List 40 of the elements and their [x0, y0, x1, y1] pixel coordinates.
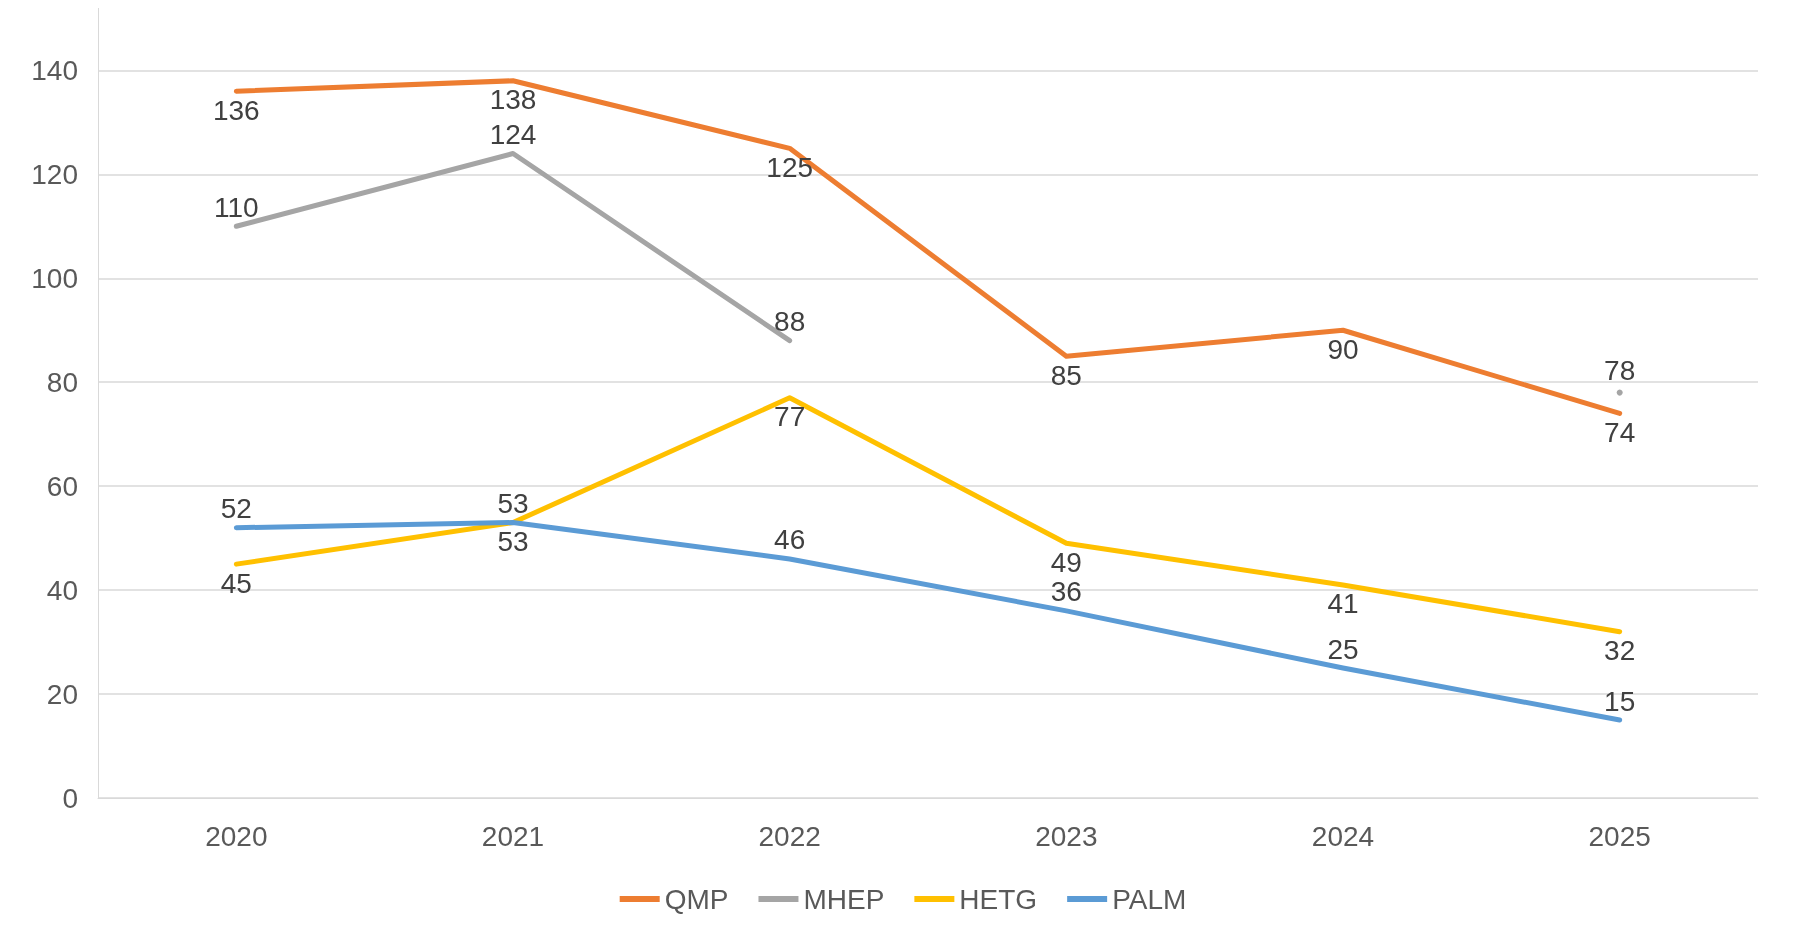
- x-tick-label: 2025: [1588, 820, 1651, 852]
- x-tick-label: 2020: [205, 820, 268, 852]
- data-label: 32: [1604, 635, 1636, 667]
- data-label: 124: [489, 119, 537, 151]
- x-tick-label: 2024: [1311, 820, 1375, 852]
- data-label: 90: [1327, 333, 1359, 365]
- data-label: 136: [212, 94, 260, 126]
- legend-label: PALM: [1112, 883, 1187, 915]
- data-label: 52: [220, 493, 252, 525]
- data-label: 25: [1327, 633, 1359, 665]
- y-tick-label: 80: [46, 366, 78, 398]
- data-label: 53: [497, 488, 529, 520]
- legend-label: QMP: [664, 883, 729, 915]
- data-label: 46: [774, 524, 806, 556]
- data-label: 53: [497, 526, 529, 558]
- data-label: 41: [1327, 588, 1359, 620]
- data-label: 77: [774, 401, 806, 433]
- data-label: 110: [214, 191, 259, 223]
- data-label: 78: [1604, 355, 1636, 387]
- data-label: 88: [774, 306, 806, 338]
- x-tick-label: 2022: [758, 820, 821, 852]
- data-label: 45: [220, 567, 252, 599]
- y-tick-label: 120: [31, 158, 78, 190]
- legend-label: MHEP: [803, 883, 885, 915]
- legend-label: HETG: [959, 883, 1038, 915]
- y-tick-label: 100: [31, 262, 78, 294]
- y-tick-label: 20: [46, 678, 78, 710]
- data-label: 74: [1604, 416, 1636, 448]
- data-label: 15: [1604, 685, 1636, 717]
- data-label: 85: [1050, 359, 1082, 391]
- y-tick-label: 0: [62, 782, 78, 814]
- x-tick-label: 2023: [1035, 820, 1098, 852]
- y-tick-label: 40: [46, 574, 78, 606]
- data-label: 49: [1050, 546, 1082, 578]
- data-label: 36: [1050, 576, 1082, 608]
- y-tick-label: 60: [46, 470, 78, 502]
- y-tick-label: 140: [31, 54, 78, 86]
- data-label: 125: [766, 151, 814, 183]
- data-label: 138: [489, 84, 537, 116]
- x-tick-label: 2021: [481, 820, 545, 852]
